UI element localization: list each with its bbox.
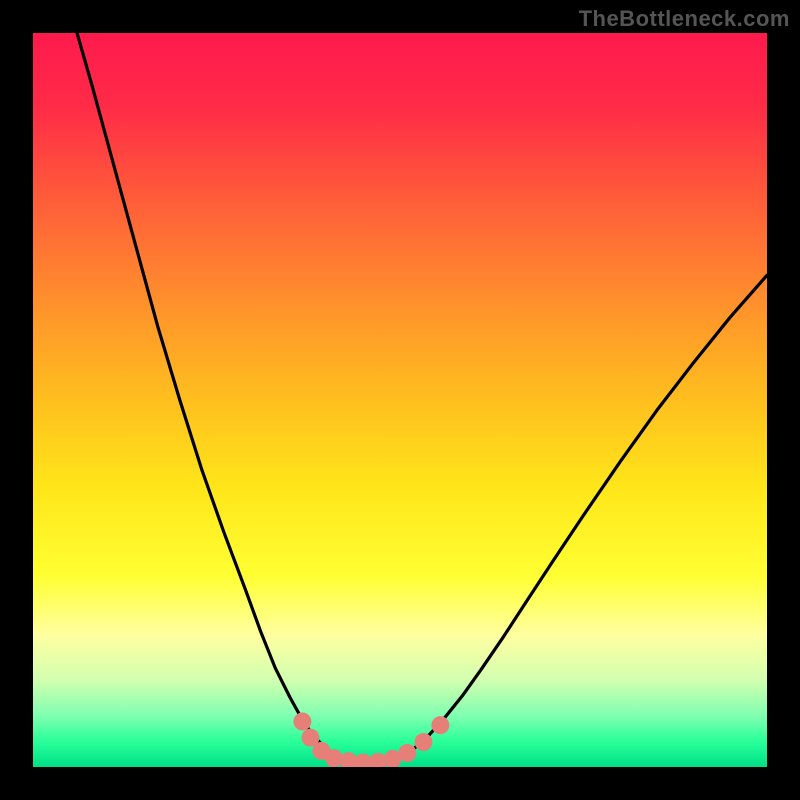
highlight-marker	[414, 733, 432, 751]
highlight-marker	[293, 712, 311, 730]
highlight-marker	[398, 744, 416, 762]
highlight-marker	[431, 716, 449, 734]
plot-background	[33, 33, 767, 767]
chart-container: TheBottleneck.com	[0, 0, 800, 800]
bottleneck-curve-chart	[0, 0, 800, 800]
watermark-text: TheBottleneck.com	[579, 6, 790, 32]
